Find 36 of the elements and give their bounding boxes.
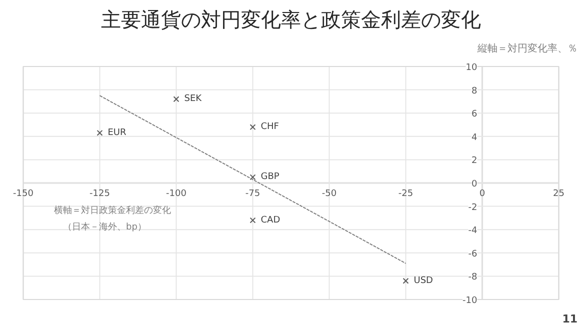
y-tick-label: 6 [472,110,478,120]
text: 11 [562,312,578,326]
x-tick-label: -75 [245,189,260,199]
annotation: SEK [184,94,203,104]
annotation: CHF [260,122,279,132]
y-tick-label: 2 [472,156,478,166]
annotation: CAD [260,215,280,226]
y-tick-label: -10 [462,296,478,306]
annotation: USD [414,276,434,286]
y-tick-label: 0 [472,180,478,190]
y-tick-label: -2 [468,202,478,213]
annotation: GBP [260,172,280,182]
x-tick-label: 0 [479,189,486,199]
annotation: （日本－海外、bp） [63,221,146,232]
y-tick-label: 4 [472,132,478,143]
x-tick-label: -150 [13,189,34,199]
point [96,130,103,136]
point [250,217,256,224]
point [402,278,409,284]
chart-title: 主要通貨の対円変化率と政策金利差の変化 [101,8,481,32]
y-tick-label: -8 [468,272,478,283]
point [173,96,180,102]
y-axis-title: 縦軸＝対円変化率、％ [476,42,578,54]
y-tick-label: 8 [472,86,478,96]
annotation: EUR [108,128,126,138]
x-tick-label: -100 [166,189,187,199]
point [250,174,256,180]
x-axis-title: 横軸＝対日政策金利差の変化 [54,204,171,216]
x-tick-label: -125 [90,189,110,199]
y-tick-label: -4 [468,226,478,236]
x-tick-label: 25 [553,189,564,199]
y-tick-label: 10 [466,62,478,73]
point [250,124,256,130]
x-tick-label: -50 [322,189,337,199]
y-tick-label: -6 [468,249,478,260]
x-tick-label: -25 [398,189,414,199]
